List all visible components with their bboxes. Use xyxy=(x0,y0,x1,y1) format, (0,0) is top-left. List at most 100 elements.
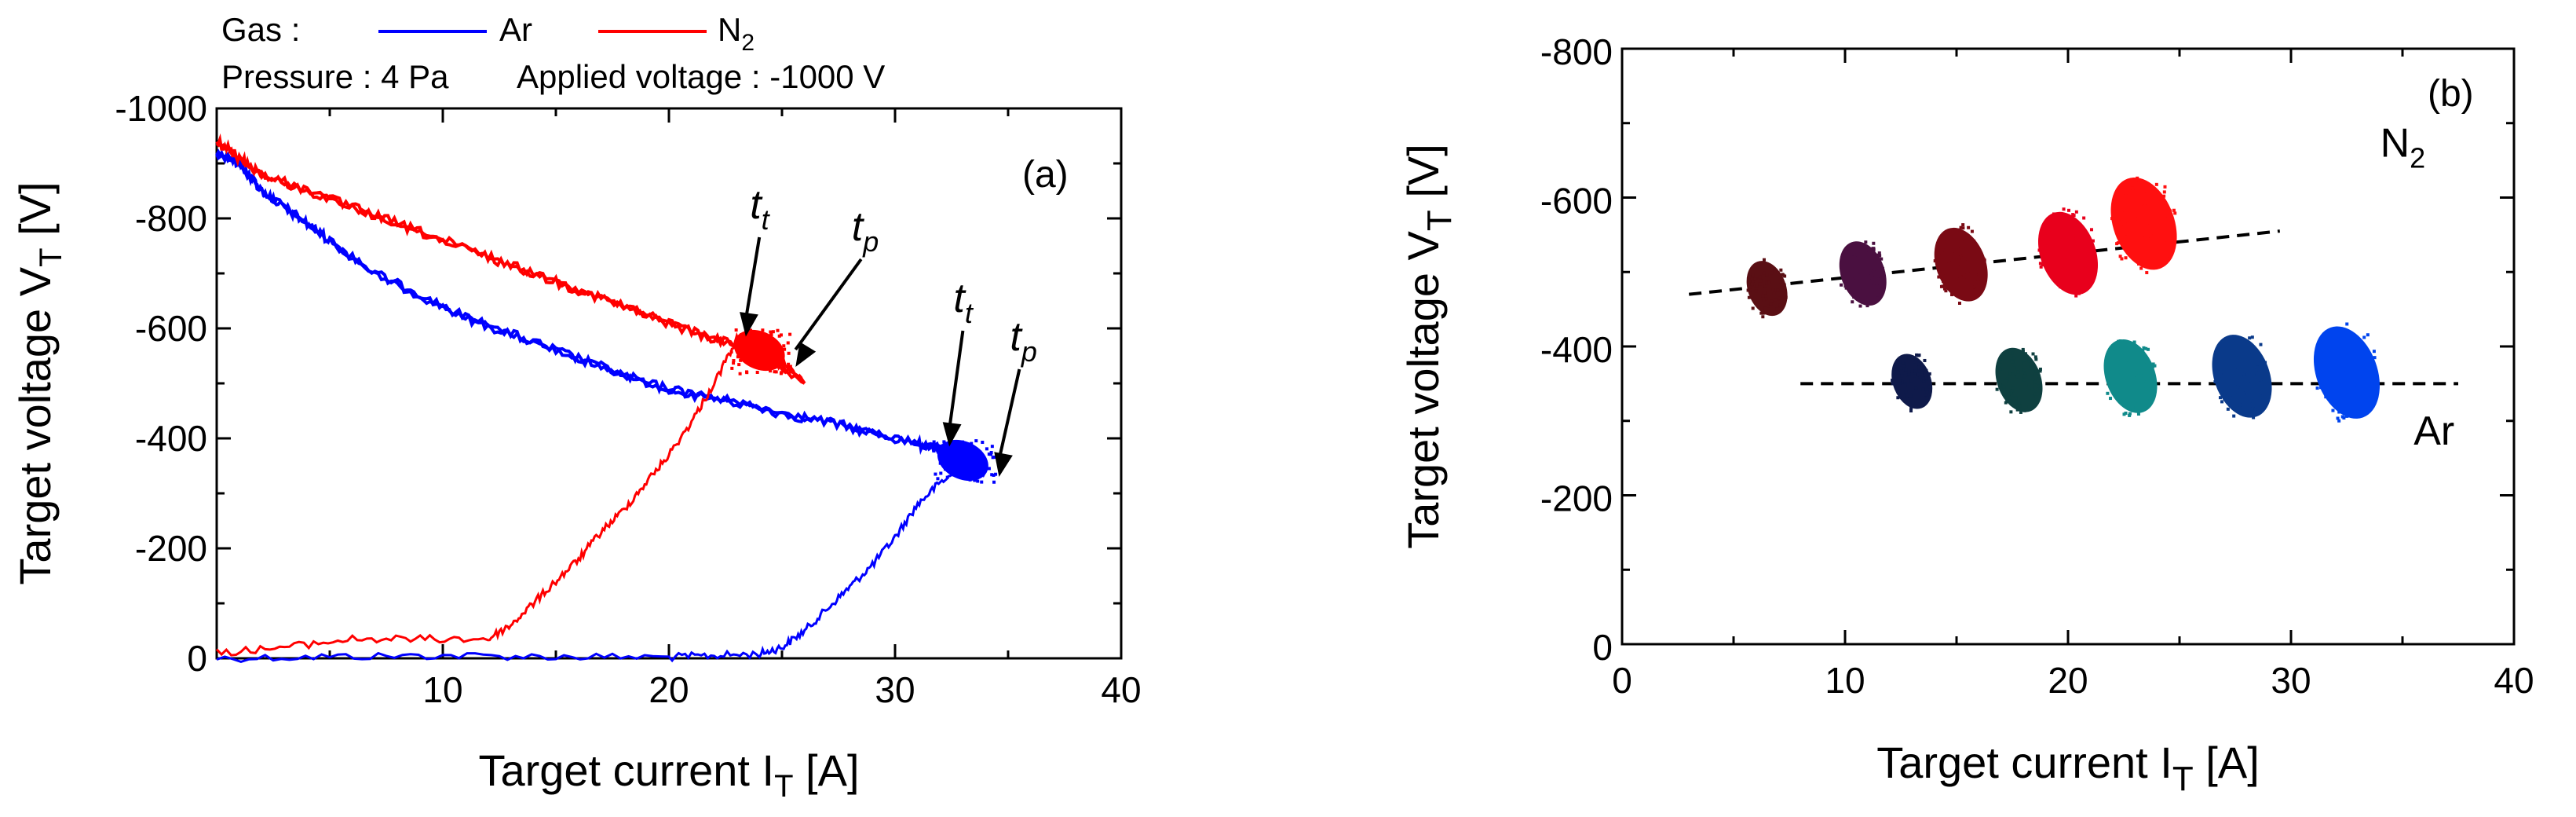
cluster-n2-point xyxy=(1869,272,1873,276)
cluster-ar-point xyxy=(2220,374,2224,378)
cluster-ar-point xyxy=(2223,346,2227,350)
cluster-n2-point xyxy=(2143,251,2147,255)
series-n2-cluster-point xyxy=(769,369,773,373)
cluster-n2-point xyxy=(1764,297,1768,301)
cluster-n2-point xyxy=(1869,251,1873,255)
cluster-n2-point xyxy=(2120,208,2124,212)
cluster-ar xyxy=(2103,339,2158,413)
cluster-n2-point xyxy=(2173,211,2177,215)
series-n2-cluster-point xyxy=(730,366,734,370)
cluster-n2-point xyxy=(1844,286,1848,290)
cluster-n2-point xyxy=(1850,274,1854,278)
cluster-n2-point xyxy=(2043,252,2047,256)
y-axis-label-b-sub: T xyxy=(1420,210,1459,231)
cluster-ar-point xyxy=(2258,394,2262,398)
cluster-ar-point xyxy=(2337,410,2341,414)
cluster-ar-point xyxy=(2131,408,2135,412)
cluster-ar-point xyxy=(2231,346,2234,350)
cluster-n2-point xyxy=(1872,269,1876,273)
cluster-ar-point xyxy=(1895,367,1899,371)
series-ar-cluster-point xyxy=(945,467,949,471)
cluster-ar-point xyxy=(2373,356,2377,360)
cluster-n2-point xyxy=(2120,257,2124,261)
cluster-n2-point xyxy=(2163,209,2167,213)
cluster-n2-point xyxy=(2162,190,2166,194)
cluster-ar-point xyxy=(2215,368,2219,372)
series-n2-cluster-point xyxy=(737,363,741,367)
cluster-ar-point xyxy=(2008,350,2012,354)
cluster-n2-point xyxy=(2152,197,2156,201)
cluster-ar-point xyxy=(1902,383,1906,387)
cluster-ar xyxy=(1995,347,2043,412)
cluster-n2-point xyxy=(2082,216,2086,220)
cluster-n2-point xyxy=(2063,258,2067,262)
cluster-ar-point xyxy=(2351,387,2355,391)
cluster-n2-point xyxy=(2134,178,2138,182)
cluster-ar-point xyxy=(2002,385,2006,389)
cluster-n2-point xyxy=(2070,275,2074,279)
cluster-ar-point xyxy=(2218,396,2222,400)
series-ar-cluster-point xyxy=(973,464,977,468)
cluster-n2-point xyxy=(1869,292,1873,296)
cluster-n2-point xyxy=(1858,270,1862,274)
cluster-ar-point xyxy=(1910,369,1914,373)
cluster-n2-point xyxy=(2059,285,2063,289)
cluster-ar-point xyxy=(2139,372,2143,376)
y-axis-label-a-text: Target voltage V xyxy=(10,266,60,584)
cluster-n2-point xyxy=(2074,242,2078,246)
cluster-n2-point xyxy=(2147,263,2150,267)
series-ar-cluster-point xyxy=(960,451,964,455)
cluster-ar-point xyxy=(2329,376,2333,379)
series-n2-cluster-point xyxy=(734,328,738,332)
cluster-n2-point xyxy=(2075,240,2079,244)
cluster-n2-point xyxy=(2154,217,2158,221)
cluster-n2-point xyxy=(1979,266,1983,269)
cluster-ar-point xyxy=(2146,376,2150,379)
series-ar-cluster-point xyxy=(960,440,964,444)
series-n2-cluster-point xyxy=(786,341,790,345)
cluster-n2-point xyxy=(1957,228,1961,232)
cluster-ar-point xyxy=(2358,390,2362,394)
series-n2-cluster-point xyxy=(740,339,744,343)
cluster-ar-point xyxy=(2371,371,2375,375)
cluster-n2-point xyxy=(2038,262,2042,266)
cluster-n2-point xyxy=(1858,294,1862,298)
cluster-ar-point xyxy=(1906,394,1909,398)
series-n2-decay-line xyxy=(215,133,806,385)
cluster-ar-point xyxy=(2345,322,2349,326)
cluster-n2-point xyxy=(1958,275,1962,279)
cluster-ar-point xyxy=(1917,369,1921,373)
cluster-n2-point xyxy=(2092,269,2096,273)
cluster-ar-point xyxy=(2244,390,2248,394)
cluster-ar-point xyxy=(1916,354,1920,357)
cluster-ar-point xyxy=(2031,352,2035,356)
cluster-n2-point xyxy=(1763,284,1767,288)
cluster-ar-point xyxy=(2348,382,2352,386)
cluster-n2-point xyxy=(1765,281,1769,285)
cluster-ar-point xyxy=(2251,401,2255,405)
cluster-ar-point xyxy=(2139,374,2143,378)
cluster-n2-point xyxy=(1957,274,1960,278)
cluster-ar-point xyxy=(1913,369,1916,373)
cluster-n2-point xyxy=(1971,291,1975,295)
series-ar-cluster-point xyxy=(940,457,944,461)
cluster-ar-point xyxy=(1909,406,1913,410)
cluster-n2-point xyxy=(1852,293,1856,297)
legend-n2-label: N2 xyxy=(718,11,755,56)
cluster-ar-point xyxy=(2366,333,2370,337)
cluster-ar-point xyxy=(1927,372,1931,376)
cluster-n2-point xyxy=(2167,243,2171,247)
cluster-n2-point xyxy=(1778,303,1782,307)
cluster-n2-point xyxy=(2143,204,2147,208)
cluster-ar-point xyxy=(2244,339,2248,343)
cluster-ar-point xyxy=(1891,379,1895,383)
cluster-ar-point xyxy=(2255,365,2259,369)
cluster-ar-point xyxy=(1924,377,1928,381)
cluster-n2-point xyxy=(1966,290,1970,294)
cluster-ar-point xyxy=(2030,387,2034,390)
cluster-n2-point xyxy=(1976,280,1980,284)
cluster-n2-point xyxy=(1748,275,1752,279)
cluster-n2-point xyxy=(2140,238,2144,242)
series-ar-cluster-point xyxy=(976,479,980,483)
cluster-n2-point xyxy=(1762,258,1766,262)
